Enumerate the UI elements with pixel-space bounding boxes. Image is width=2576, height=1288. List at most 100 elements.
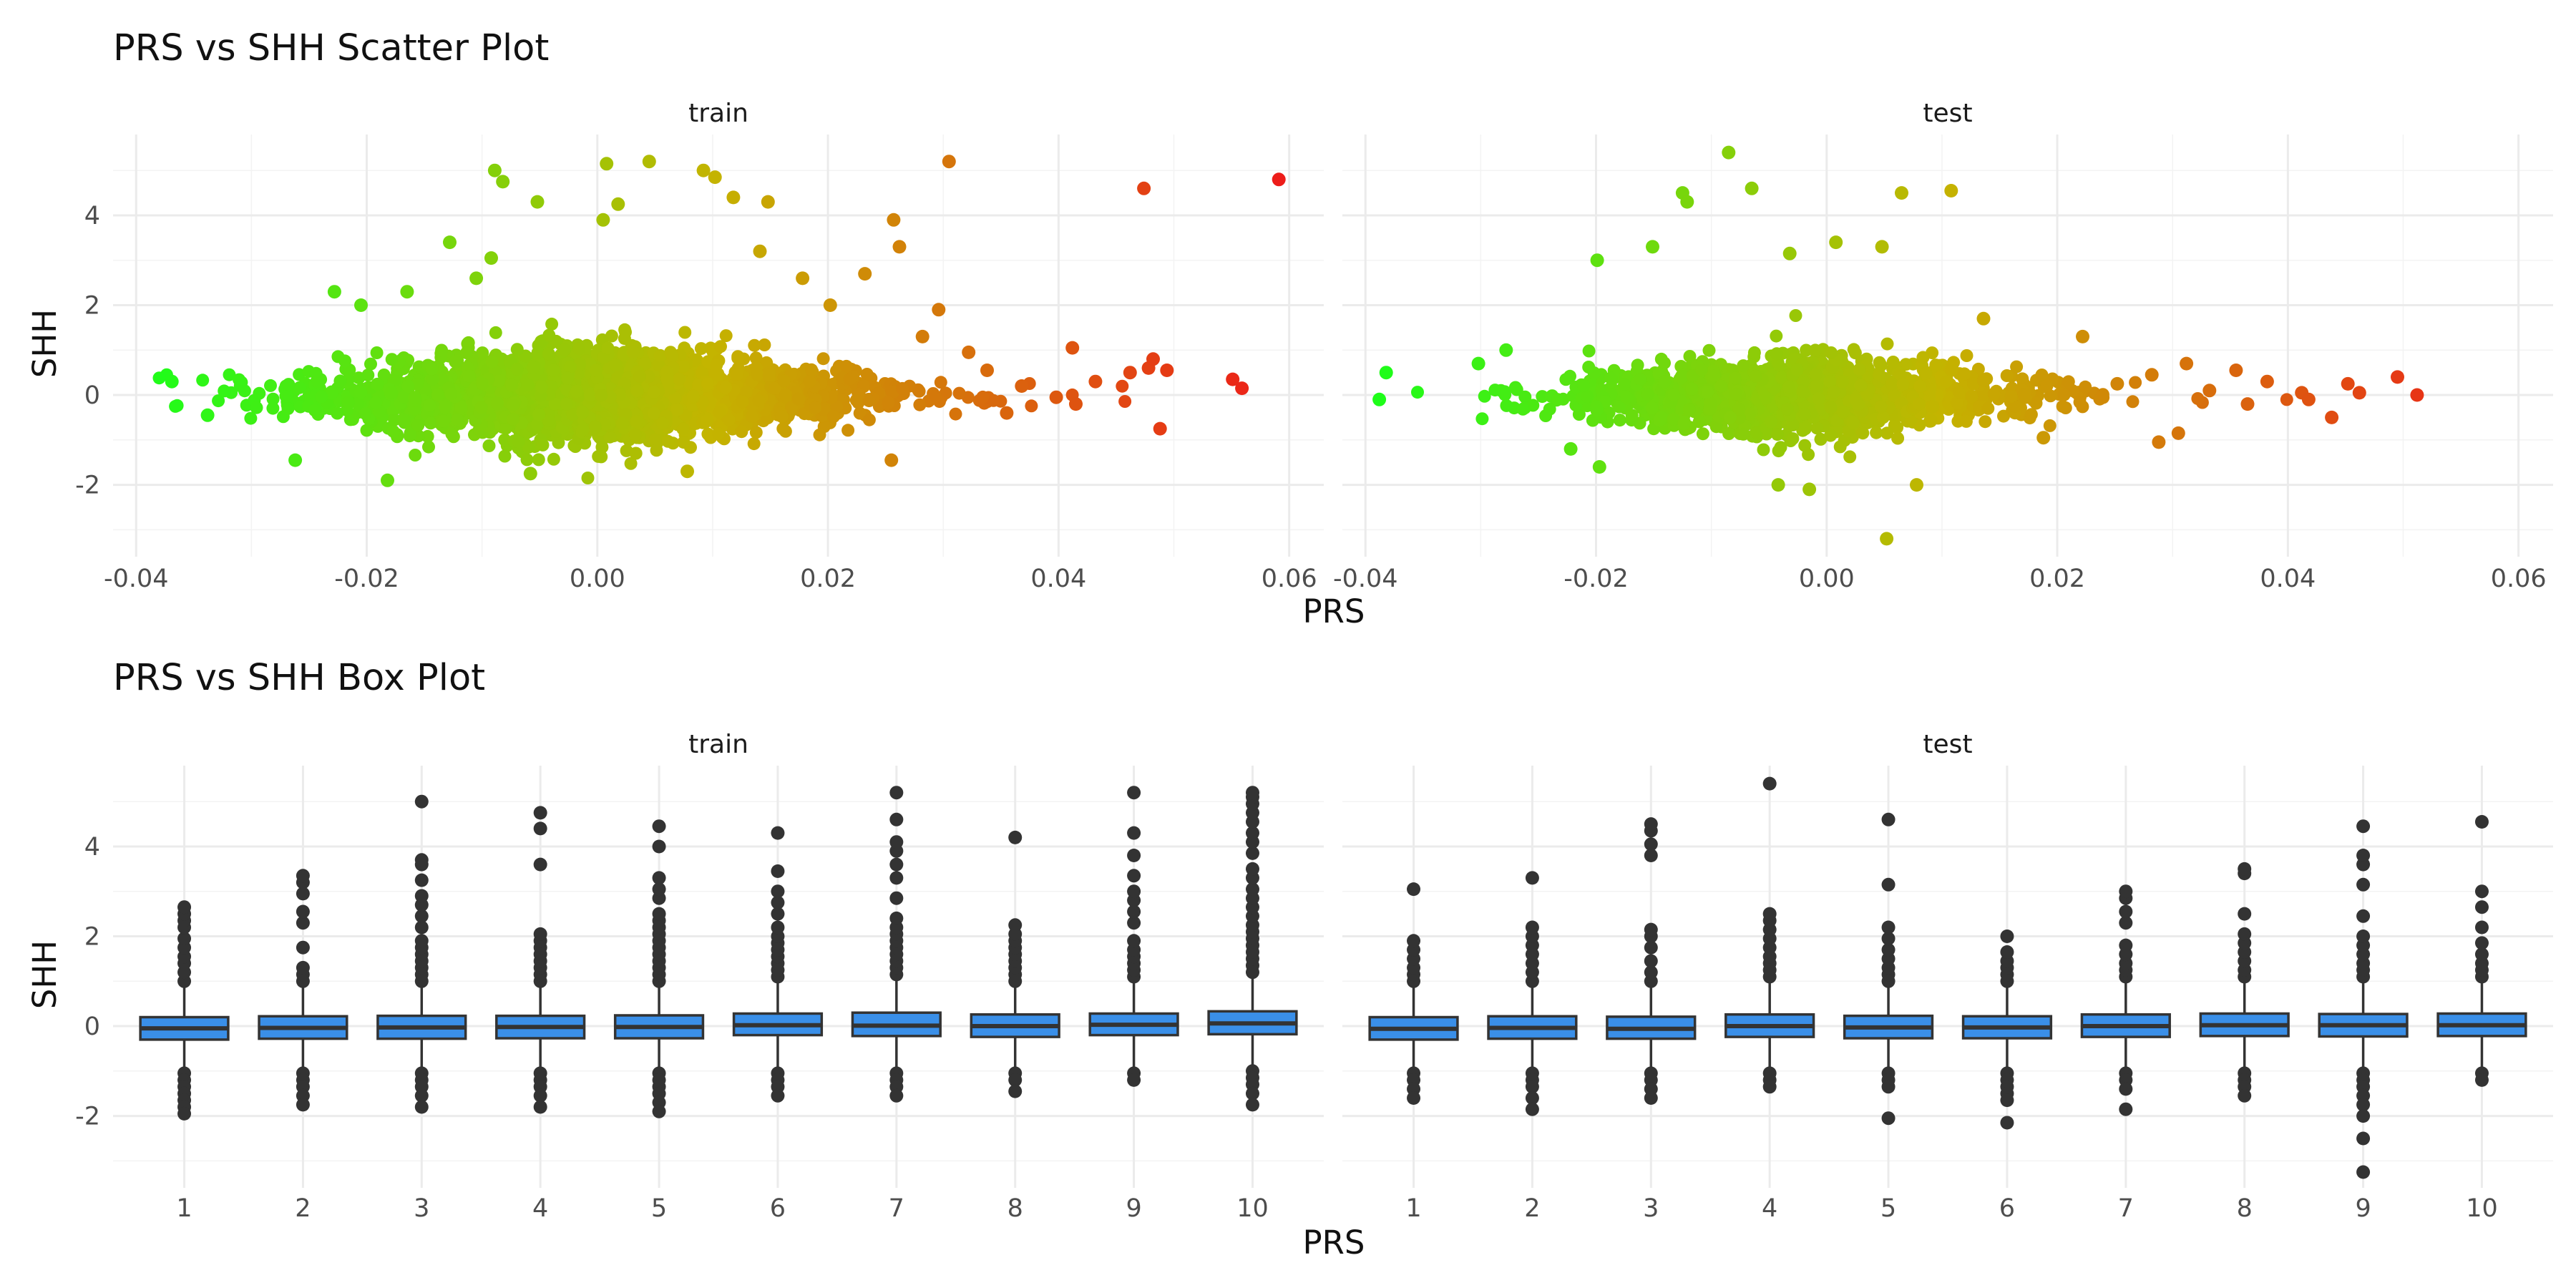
box-outlier-point (652, 871, 666, 885)
box-6 (1961, 930, 2053, 1130)
scatter-point (327, 285, 341, 299)
box-plots-train (139, 786, 1298, 1121)
x-tick-label: 5 (1880, 1194, 1896, 1223)
box-outlier-point (771, 864, 785, 878)
scatter-point (1757, 443, 1770, 457)
scatter-point (731, 351, 745, 365)
scatter-point (1498, 388, 1512, 401)
scatter-point (630, 415, 643, 429)
scatter-point (1940, 375, 1953, 389)
scatter-point (1946, 359, 1958, 373)
box-outlier-point (1008, 1073, 1023, 1087)
scatter-point (1613, 414, 1626, 427)
box-outlier-point (1881, 932, 1896, 946)
scatter-point (411, 419, 425, 432)
scatter-point (929, 389, 942, 403)
scatter-point (642, 370, 655, 384)
scatter-point (1582, 361, 1596, 374)
scatter-point (474, 401, 488, 414)
box-outlier-point (1127, 826, 1141, 840)
scatter-point (400, 285, 414, 299)
scatter-point (642, 155, 656, 169)
scatter-point (1683, 350, 1697, 363)
box-outlier-point (1245, 1086, 1259, 1101)
scatter-point (2076, 329, 2089, 343)
scatter-point (2325, 410, 2339, 424)
scatter-point (677, 360, 690, 373)
box-outlier-point (533, 821, 547, 836)
scatter-point (1836, 375, 1850, 389)
box-outlier-point (1881, 877, 1896, 892)
scatter-point (1658, 375, 1672, 389)
scatter-point (522, 441, 535, 454)
scatter-point (2152, 435, 2166, 449)
box-outlier-point (1127, 869, 1141, 883)
box-outlier-point (2356, 930, 2371, 943)
scatter-point (1729, 387, 1743, 401)
scatter-point (1810, 379, 1823, 392)
scatter-point (1856, 426, 1870, 440)
box-outlier-point (296, 869, 310, 883)
scatter-point (1853, 363, 1866, 376)
scatter-point (761, 195, 775, 209)
scatter-point (1682, 403, 1696, 416)
scatter-point (264, 379, 277, 392)
box-outlier-point (1644, 837, 1658, 852)
scatter-point (1870, 426, 1883, 439)
box-x-axis-label: PRS (1303, 1224, 1365, 1262)
scatter-point (1702, 343, 1716, 357)
x-tick-label: -0.04 (1333, 565, 1398, 593)
scatter-point (913, 398, 927, 411)
scatter-point (1814, 432, 1828, 446)
scatter-point (1737, 359, 1750, 373)
scatter-point (1750, 426, 1764, 439)
box-outlier-point (2238, 927, 2252, 941)
scatter-point (451, 413, 464, 426)
scatter-point (768, 381, 781, 395)
scatter-point (680, 464, 694, 479)
box-outlier-point (2119, 916, 2133, 930)
x-tick-label: 3 (1643, 1194, 1659, 1223)
box-outlier-point (889, 1088, 904, 1103)
scatter-point (686, 389, 700, 403)
scatter-point (601, 341, 615, 355)
scatter-point (1025, 399, 1038, 413)
scatter-point (1959, 414, 1973, 428)
box-outlier-point (1762, 907, 1777, 921)
box-outlier-point (414, 853, 429, 867)
x-tick-label: -0.02 (334, 565, 399, 593)
scatter-panel-label-train: train (688, 99, 748, 128)
box-outlier-point (414, 1088, 429, 1103)
box-10 (1207, 786, 1298, 1112)
box-outlier-point (533, 806, 547, 820)
scatter-point (980, 364, 994, 377)
scatter-point (351, 397, 365, 410)
scatter-point (1069, 397, 1083, 411)
y-tick-label: -2 (75, 1103, 100, 1131)
box-x-ticks-train: 1 2 3 4 5 6 7 8 9 10 (176, 1194, 1268, 1223)
box-outlier-point (1407, 1091, 1421, 1105)
x-tick-label: 0.02 (800, 565, 856, 593)
scatter-point (469, 271, 484, 286)
box-5 (1843, 812, 1934, 1126)
scatter-point (244, 411, 258, 425)
scatter-point (435, 343, 449, 357)
scatter-point (566, 408, 580, 421)
scatter-point (507, 399, 519, 411)
box-outlier-point (533, 927, 547, 941)
scatter-point (934, 376, 947, 389)
scatter-point (576, 423, 590, 436)
scatter-point (2044, 389, 2057, 403)
box-outlier-point (1525, 920, 1539, 935)
scatter-point (1604, 371, 1618, 385)
box-outlier-point (533, 1100, 547, 1114)
scatter-point (1770, 347, 1783, 361)
scatter-point (661, 434, 675, 448)
scatter-point (1160, 364, 1174, 377)
box-outlier-point (2356, 819, 2371, 834)
scatter-point (609, 358, 623, 371)
scatter-point (677, 436, 691, 449)
scatter-point (401, 379, 415, 393)
scatter-point (942, 155, 956, 169)
box-3 (1606, 817, 1697, 1105)
